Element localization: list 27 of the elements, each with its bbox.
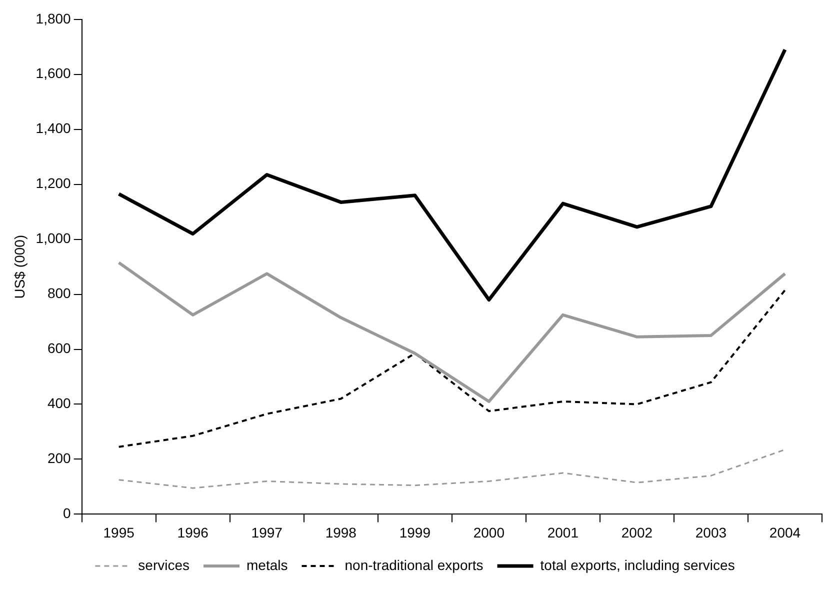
x-tick-label: 1997 [251, 524, 283, 540]
y-tick-label: 0 [63, 505, 72, 522]
y-tick-label: 1,600 [36, 65, 72, 82]
x-tick-label: 1998 [325, 524, 357, 540]
x-tick-label: 2003 [695, 524, 727, 540]
x-tick-label: 1996 [177, 524, 209, 540]
x-tick-label: 1995 [103, 524, 135, 540]
x-tick-label: 2004 [769, 524, 801, 540]
x-tick-label: 2000 [473, 524, 505, 540]
legend-label: metals [246, 556, 288, 573]
y-tick-label: 1,400 [36, 120, 72, 136]
y-tick-label: 1,000 [36, 230, 72, 246]
legend-label: total exports, including services [540, 556, 735, 573]
y-tick-label: 1,200 [36, 175, 72, 192]
x-tick-label: 2002 [621, 524, 653, 540]
y-axis-title: US$ (000) [11, 234, 28, 299]
line-series [118, 289, 786, 448]
y-tick-label: 800 [47, 285, 72, 302]
legend-label: services [138, 556, 190, 573]
y-tick-label: 200 [47, 450, 72, 466]
y-tick-label: 600 [47, 340, 72, 356]
line-series [118, 448, 786, 489]
y-tick-label: 400 [47, 395, 72, 412]
legend-label: non-traditional exports [344, 556, 484, 573]
x-tick-label: 1999 [399, 524, 431, 540]
y-tick-label: 1,800 [36, 10, 72, 26]
x-tick-label: 2001 [547, 524, 579, 540]
